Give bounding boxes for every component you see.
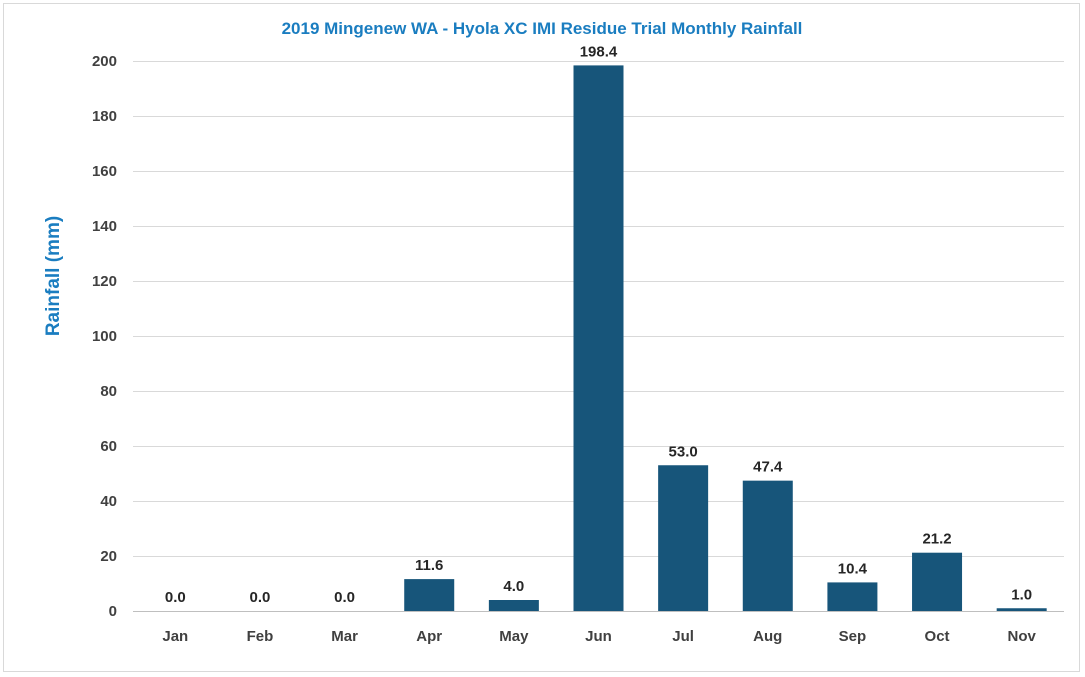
bar-nov (996, 608, 1047, 611)
x-tick-label-jun: Jun (585, 628, 612, 645)
chart-frame (3, 3, 1080, 672)
x-tick-label-feb: Feb (247, 628, 274, 645)
y-tick-label: 180 (92, 108, 117, 125)
bar-sep (827, 582, 878, 611)
data-label-feb: 0.0 (250, 589, 271, 606)
data-label-aug: 47.4 (753, 459, 783, 476)
x-tick-label-aug: Aug (753, 628, 782, 645)
y-tick-label: 80 (100, 383, 117, 400)
bar-aug (742, 480, 793, 611)
y-tick-label: 40 (100, 493, 117, 510)
y-tick-label: 60 (100, 438, 117, 455)
x-axis-ticks: Jan Feb Mar Apr May Jun Jul Aug Sep Oct Nov (162, 628, 1036, 645)
bar-apr (404, 579, 455, 611)
y-axis-label: Rainfall (mm) (43, 216, 64, 336)
bar-may (488, 600, 539, 611)
data-label-nov: 1.0 (1011, 586, 1032, 603)
data-label-sep: 10.4 (838, 560, 868, 577)
data-labels: 0.0 0.0 0.0 11.6 4.0 198.4 53.0 47.4 10.4 21.2 1.0 (165, 43, 1032, 606)
x-tick-label-may: May (499, 628, 529, 645)
x-tick-label-sep: Sep (839, 628, 867, 645)
data-label-jul: 53.0 (669, 443, 698, 460)
x-tick-label-mar: Mar (331, 628, 358, 645)
bar-oct (912, 552, 963, 611)
data-label-may: 4.0 (503, 578, 524, 595)
data-label-jun: 198.4 (580, 43, 618, 60)
data-label-oct: 21.2 (922, 531, 951, 548)
bar-jul (658, 465, 709, 611)
y-tick-label: 100 (92, 328, 117, 345)
data-label-apr: 11.6 (415, 557, 443, 574)
y-axis-ticks: 0 20 40 60 80 100 120 140 160 180 200 (92, 53, 117, 620)
y-tick-label: 20 (100, 548, 117, 565)
x-tick-label-nov: Nov (1008, 628, 1037, 645)
x-tick-label-jul: Jul (672, 628, 694, 645)
y-tick-label: 200 (92, 53, 117, 70)
x-tick-label-oct: Oct (925, 628, 950, 645)
data-label-mar: 0.0 (334, 589, 355, 606)
y-tick-label: 0 (109, 603, 117, 620)
bars (404, 65, 1047, 611)
y-tick-label: 160 (92, 163, 117, 180)
bar-jun (573, 65, 624, 611)
x-tick-label-apr: Apr (416, 628, 442, 645)
data-label-jan: 0.0 (165, 589, 186, 606)
chart-title: 2019 Mingenew WA - Hyola XC IMI Residue … (282, 19, 803, 38)
x-tick-label-jan: Jan (162, 628, 188, 645)
y-tick-label: 140 (92, 218, 117, 235)
y-tick-label: 120 (92, 273, 117, 290)
